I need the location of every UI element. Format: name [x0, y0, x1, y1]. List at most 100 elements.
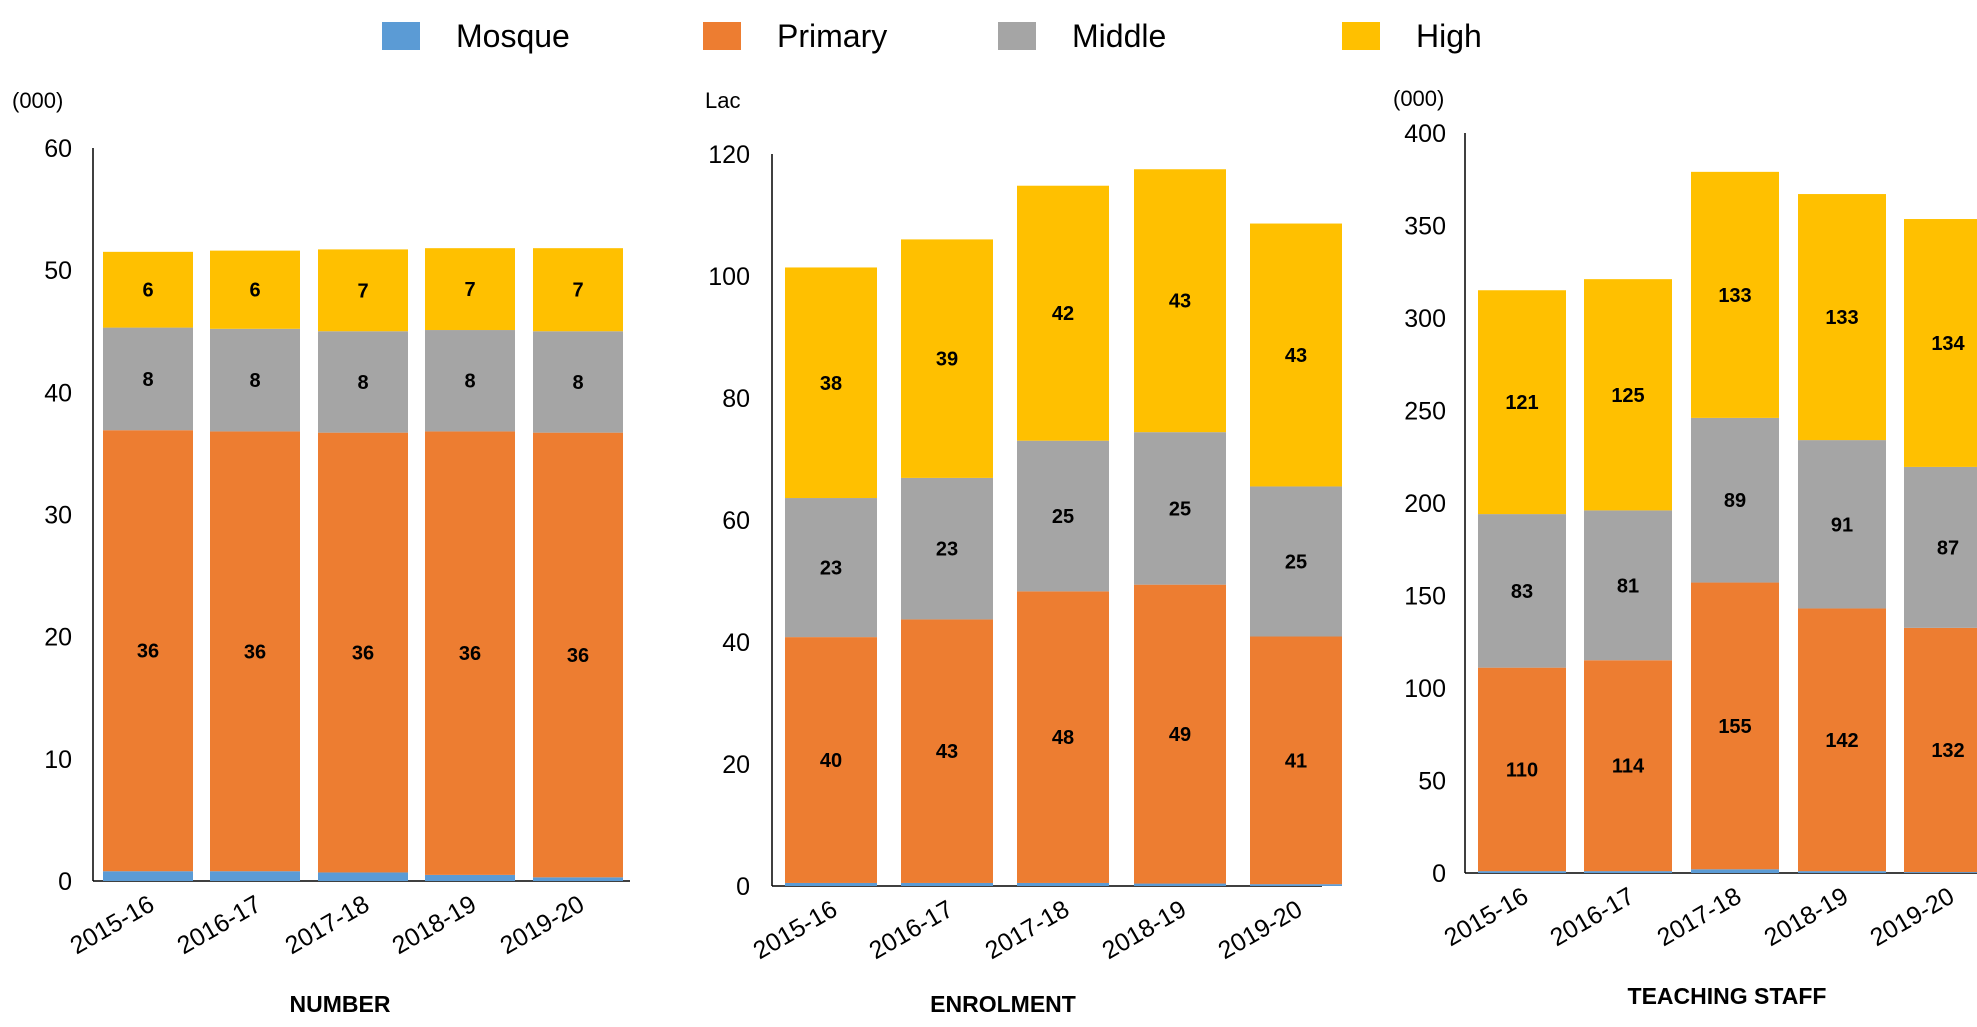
x-tick-label: 2016-17: [865, 895, 958, 965]
y-tick-label: 80: [722, 385, 750, 413]
y-tick-label: 20: [722, 751, 750, 779]
bar-segment-mosque: [318, 872, 408, 881]
data-label: 155: [1718, 716, 1751, 738]
data-label: 8: [464, 371, 475, 393]
data-label: 36: [567, 645, 589, 667]
data-label: 41: [1285, 750, 1307, 772]
bar-segment-high: [785, 267, 877, 499]
bar-segment-mosque: [1798, 871, 1886, 873]
bar-segment-middle: [1904, 466, 1977, 628]
y-tick-label: 250: [1404, 398, 1446, 426]
data-label: 7: [357, 280, 368, 302]
bar-segment-middle: [533, 331, 623, 433]
bar-segment-middle: [425, 330, 515, 432]
bar-segment-primary: [1798, 608, 1886, 872]
y-unit-label: Lac: [705, 88, 740, 113]
x-tick-label: 2019-20: [496, 890, 589, 960]
data-label: 110: [1506, 759, 1538, 781]
x-tick-label: 2017-18: [1653, 882, 1746, 952]
bar-segment-middle: [1691, 417, 1779, 583]
chart-0: 0 10 20 30 40 50 60 (000) 36 8 6 2015-16 36 8 6 2016-17…: [12, 88, 630, 1017]
bar-segment-primary: [1017, 591, 1109, 883]
data-label: 25: [1285, 551, 1307, 573]
data-label: 36: [459, 643, 481, 665]
bar-segment-primary: [1691, 582, 1779, 870]
bar-segment-high: [425, 248, 515, 331]
x-tick-label: 2017-18: [281, 890, 374, 960]
chart-1: 0 20 40 60 80 100 120 Lac 40 23 38 2015-16 43 23 39 201…: [705, 88, 1342, 1017]
y-tick-label: 0: [736, 873, 750, 901]
bar-segment-middle: [785, 498, 877, 638]
y-tick-label: 300: [1404, 305, 1446, 333]
bar-segment-mosque: [1017, 882, 1109, 886]
bar-segment-primary: [318, 432, 408, 873]
data-label: 38: [820, 373, 842, 395]
bar-segment-middle: [1798, 440, 1886, 609]
x-tick-label: 2017-18: [981, 895, 1074, 965]
data-label: 134: [1931, 333, 1965, 355]
bar-segment-mosque: [1250, 884, 1342, 886]
bar-segment-primary: [1250, 636, 1342, 885]
bar-segment-middle: [1134, 432, 1226, 585]
y-tick-label: 40: [44, 379, 72, 407]
bar-segment-middle: [1478, 514, 1566, 668]
y-tick-label: 350: [1404, 213, 1446, 241]
y-unit-label: (000): [1393, 86, 1444, 111]
bar-segment-primary: [103, 430, 193, 872]
legend-item-middle: Middle: [998, 14, 1166, 58]
data-label: 7: [572, 280, 583, 302]
bar-segment-high: [1691, 171, 1779, 418]
bar-segment-high: [1134, 169, 1226, 433]
x-tick-label: 2015-16: [749, 895, 842, 965]
data-label: 43: [1285, 345, 1307, 367]
bar-segment-middle: [1584, 510, 1672, 661]
bar-segment-high: [1584, 279, 1672, 511]
bar-segment-mosque: [901, 882, 993, 886]
bar-segment-primary: [1134, 584, 1226, 884]
bar-segment-high: [901, 239, 993, 478]
data-label: 8: [142, 369, 153, 391]
data-label: 25: [1169, 498, 1191, 520]
legend-label-high: High: [1416, 17, 1482, 54]
bar-segment-middle: [1017, 440, 1109, 592]
data-label: 42: [1052, 303, 1074, 325]
y-tick-label: 150: [1404, 583, 1446, 611]
y-tick-label: 50: [44, 257, 72, 285]
data-label: 89: [1724, 490, 1746, 512]
data-label: 40: [820, 750, 842, 772]
data-label: 36: [352, 643, 374, 665]
data-label: 23: [936, 539, 958, 561]
bar-segment-primary: [533, 432, 623, 878]
data-label: 6: [249, 280, 260, 302]
y-tick-label: 10: [44, 746, 72, 774]
bar-segment-primary: [901, 619, 993, 883]
y-tick-label: 100: [708, 263, 750, 291]
bar-segment-high: [1478, 290, 1566, 515]
data-label: 48: [1052, 727, 1074, 749]
chart-title: TEACHING STAFF: [1628, 983, 1827, 1009]
bar-segment-middle: [1250, 486, 1342, 637]
data-label: 36: [137, 641, 159, 663]
bar-segment-mosque: [785, 882, 877, 886]
legend-item-primary: Primary: [703, 14, 887, 58]
y-tick-label: 0: [58, 868, 72, 896]
bar-segment-primary: [785, 637, 877, 883]
bar-segment-mosque: [1134, 883, 1226, 886]
y-tick-label: 60: [44, 135, 72, 163]
y-tick-label: 400: [1404, 120, 1446, 148]
bar-segment-mosque: [1478, 871, 1566, 873]
bar-segment-high: [1250, 223, 1342, 487]
bar-segment-high: [210, 250, 300, 329]
data-label: 49: [1169, 724, 1191, 746]
legend-label-middle: Middle: [1072, 17, 1167, 54]
legend-label-primary: Primary: [777, 17, 888, 54]
data-label: 25: [1052, 506, 1074, 528]
chart-title: ENROLMENT: [930, 991, 1076, 1017]
y-tick-label: 40: [722, 629, 750, 657]
legend-item-high: High: [1342, 14, 1482, 58]
y-tick-label: 50: [1418, 768, 1446, 796]
bar-segment-high: [103, 251, 193, 328]
y-tick-label: 30: [44, 502, 72, 530]
y-tick-label: 200: [1404, 490, 1446, 518]
